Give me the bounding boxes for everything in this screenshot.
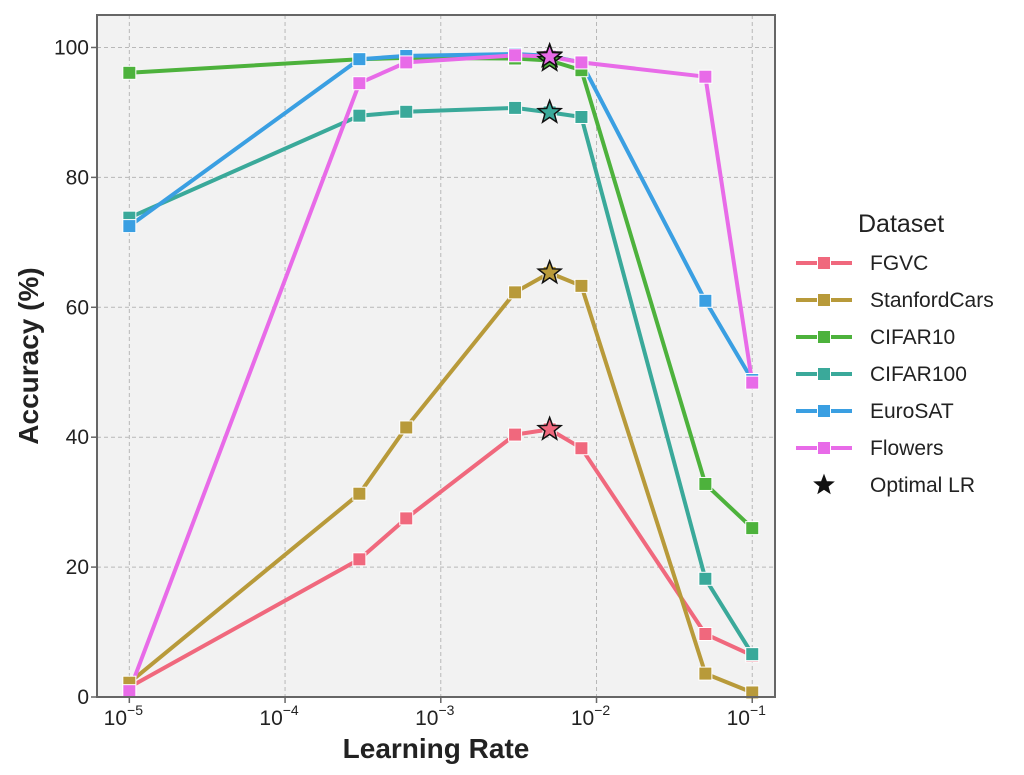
optimal-lr-star-flowers bbox=[536, 42, 564, 69]
x-tick-exponent: −5 bbox=[127, 702, 143, 718]
y-axis-ticks: 0 20 40 60 80 100 bbox=[54, 36, 97, 709]
data-point-fgvc bbox=[508, 427, 523, 442]
data-point-fgvc bbox=[574, 441, 589, 456]
series-line-cifar100 bbox=[128, 105, 754, 656]
data-point-flowers bbox=[574, 55, 589, 70]
x-tick-label: 10−5 bbox=[104, 702, 144, 730]
data-point-stanfordcars bbox=[698, 666, 713, 681]
data-point-flowers bbox=[745, 375, 760, 390]
data-point-flowers bbox=[698, 69, 713, 84]
plot-frame bbox=[96, 14, 776, 698]
y-tick-label: 80 bbox=[66, 166, 89, 189]
optimal-lr-star-stanfordcars bbox=[536, 258, 564, 285]
y-tick-label: 100 bbox=[54, 36, 89, 59]
data-point-stanfordcars bbox=[352, 486, 367, 501]
legend-label: CIFAR10 bbox=[870, 326, 955, 349]
series-lines bbox=[127, 52, 755, 695]
data-point-flowers bbox=[122, 684, 137, 699]
legend-marker-swatch bbox=[817, 293, 831, 307]
x-tick-label: 10−1 bbox=[727, 702, 767, 730]
data-point-cifar100 bbox=[698, 571, 713, 586]
legend-label: FGVC bbox=[870, 252, 928, 275]
legend-item-flowers: Flowers bbox=[796, 437, 944, 460]
legend: Dataset FGVC StanfordCars CIFAR10 CIFAR100 E… bbox=[796, 210, 994, 497]
data-point-cifar10 bbox=[698, 476, 713, 491]
data-point-eurosat bbox=[122, 219, 137, 234]
data-point-stanfordcars bbox=[574, 278, 589, 293]
y-tick-label: 40 bbox=[66, 426, 89, 449]
x-tick-base: 10 bbox=[571, 707, 594, 730]
optimal-lr-stars bbox=[536, 41, 564, 441]
data-point-flowers bbox=[508, 48, 523, 63]
data-point-fgvc bbox=[352, 552, 367, 567]
data-point-flowers bbox=[399, 55, 414, 70]
legend-item-cifar10: CIFAR10 bbox=[796, 326, 955, 349]
y-axis-title: Accuracy (%) bbox=[13, 267, 44, 444]
data-point-cifar10 bbox=[745, 521, 760, 536]
x-tick-exponent: −2 bbox=[594, 702, 610, 718]
series-line-flowers bbox=[127, 53, 755, 692]
x-tick-exponent: −4 bbox=[283, 702, 299, 718]
legend-marker-swatch bbox=[817, 441, 831, 455]
x-tick-base: 10 bbox=[104, 707, 127, 730]
legend-label: Flowers bbox=[870, 437, 944, 460]
legend-item-stanfordcars: StanfordCars bbox=[796, 289, 994, 312]
series-line-stanfordcars bbox=[128, 270, 753, 695]
legend-item-cifar100: CIFAR100 bbox=[796, 363, 967, 386]
legend-star-icon bbox=[813, 473, 835, 495]
data-point-cifar100 bbox=[352, 108, 367, 123]
legend-label: EuroSAT bbox=[870, 400, 954, 423]
legend-marker-swatch bbox=[817, 330, 831, 344]
data-point-cifar100 bbox=[745, 647, 760, 662]
legend-label: CIFAR100 bbox=[870, 363, 967, 386]
y-tick-label: 0 bbox=[77, 686, 89, 709]
x-tick-base: 10 bbox=[415, 707, 438, 730]
legend-marker-swatch bbox=[817, 367, 831, 381]
x-tick-exponent: −1 bbox=[750, 702, 766, 718]
x-tick-exponent: −3 bbox=[438, 702, 454, 718]
legend-item-eurosat: EuroSAT bbox=[796, 400, 954, 423]
legend-item-fgvc: FGVC bbox=[796, 252, 928, 275]
legend-marker-swatch bbox=[817, 256, 831, 270]
data-point-stanfordcars bbox=[508, 285, 523, 300]
data-point-stanfordcars bbox=[399, 420, 414, 435]
data-point-eurosat bbox=[698, 293, 713, 308]
data-point-flowers bbox=[352, 76, 367, 91]
legend-item-optimal-lr: Optimal LR bbox=[813, 473, 975, 497]
data-point-cifar100 bbox=[574, 109, 589, 124]
optimal-lr-star-fgvc bbox=[536, 415, 564, 441]
legend-label: Optimal LR bbox=[870, 474, 975, 497]
legend-marker-swatch bbox=[817, 404, 831, 418]
x-axis-ticks: 10−5 10−4 10−3 10−2 10−1 bbox=[104, 697, 766, 730]
legend-title: Dataset bbox=[858, 210, 944, 238]
data-point-cifar100 bbox=[508, 100, 523, 115]
x-tick-label: 10−4 bbox=[259, 702, 299, 730]
data-point-fgvc bbox=[399, 511, 414, 526]
grid-lines bbox=[97, 15, 775, 698]
optimal-lr-star-cifar100 bbox=[536, 98, 564, 124]
y-tick-label: 60 bbox=[66, 296, 89, 319]
x-tick-base: 10 bbox=[259, 707, 282, 730]
x-tick-base: 10 bbox=[727, 707, 750, 730]
y-tick-label: 20 bbox=[66, 556, 89, 579]
x-tick-label: 10−2 bbox=[571, 702, 611, 730]
data-point-cifar100 bbox=[399, 104, 414, 119]
legend-label: StanfordCars bbox=[870, 289, 994, 312]
x-axis-title: Learning Rate bbox=[343, 733, 530, 764]
x-tick-label: 10−3 bbox=[415, 702, 455, 730]
data-point-fgvc bbox=[698, 626, 713, 641]
plot-background bbox=[97, 15, 775, 697]
data-point-eurosat bbox=[352, 52, 367, 67]
data-point-cifar10 bbox=[122, 65, 137, 80]
